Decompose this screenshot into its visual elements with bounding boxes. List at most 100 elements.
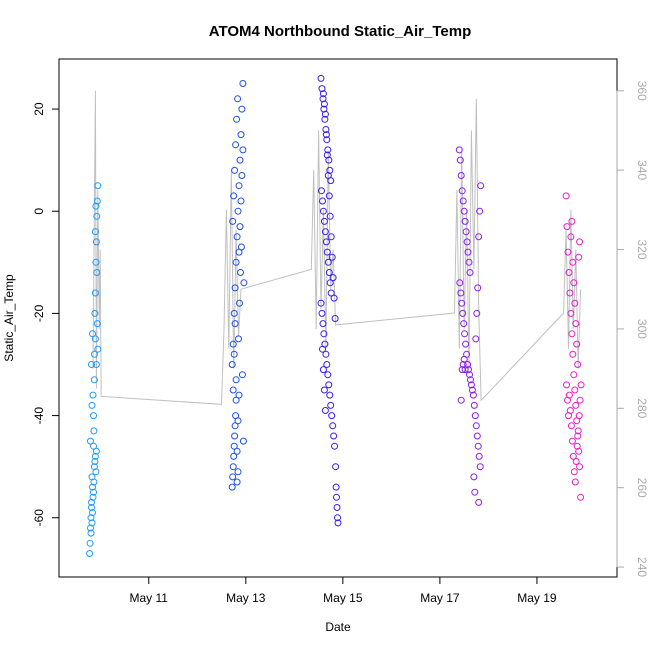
- data-point: [325, 381, 333, 389]
- data-point: [94, 345, 102, 353]
- data-point: [321, 110, 329, 118]
- data-point: [460, 320, 468, 328]
- data-point: [318, 187, 325, 195]
- data-point: [239, 146, 247, 154]
- data-point: [236, 223, 244, 231]
- data-point: [90, 463, 98, 471]
- data-point: [93, 269, 101, 276]
- data-point: [90, 350, 98, 358]
- data-point: [326, 279, 334, 287]
- data-point: [572, 320, 580, 328]
- data-point: [329, 274, 337, 282]
- data-point: [317, 74, 325, 82]
- data-point: [570, 468, 578, 476]
- data-point: [324, 371, 332, 379]
- data-point: [90, 376, 98, 384]
- data-point: [235, 391, 243, 399]
- data-point: [325, 192, 333, 200]
- data-point: [89, 391, 97, 399]
- data-point: [325, 269, 333, 276]
- data-point: [570, 371, 578, 379]
- data-point: [455, 146, 463, 154]
- data-point: [565, 269, 573, 276]
- data-point: [92, 468, 100, 476]
- data-point: [229, 340, 237, 348]
- data-point: [462, 228, 470, 236]
- data-point: [324, 258, 332, 266]
- data-point: [234, 95, 242, 103]
- data-point: [93, 320, 101, 328]
- x-tick-label: May 13: [226, 591, 266, 605]
- data-point: [319, 366, 327, 374]
- data-point: [471, 412, 479, 420]
- x-tick-label: May 19: [517, 591, 557, 605]
- data-point: [231, 422, 239, 430]
- data-point: [322, 126, 330, 133]
- data-point: [89, 493, 97, 501]
- data-point: [573, 340, 581, 348]
- data-point: [94, 182, 102, 190]
- data-point: [318, 309, 326, 317]
- data-point: [86, 550, 94, 557]
- data-point: [466, 269, 474, 276]
- data-point: [86, 539, 94, 547]
- data-point: [472, 422, 480, 430]
- data-point: [467, 376, 474, 384]
- data-point: [322, 350, 330, 358]
- data-point: [233, 478, 241, 486]
- data-point: [326, 212, 334, 220]
- data-point: [230, 350, 238, 358]
- data-point: [566, 407, 574, 414]
- y-tick-label: -60: [32, 509, 46, 527]
- data-point: [319, 197, 326, 205]
- data-point: [237, 131, 245, 139]
- data-point: [462, 340, 470, 348]
- data-point: [459, 197, 467, 205]
- data-point: [87, 529, 95, 537]
- data-point: [459, 309, 467, 317]
- data-point: [236, 299, 243, 307]
- data-point: [569, 452, 577, 460]
- data-point: [333, 504, 341, 511]
- data-point: [239, 80, 247, 87]
- data-point: [574, 361, 582, 368]
- y-tick-label: -20: [32, 304, 46, 322]
- data-point: [228, 361, 236, 368]
- data-point: [469, 391, 477, 399]
- data-point: [577, 493, 585, 501]
- data-point: [230, 442, 238, 450]
- data-point: [91, 452, 99, 460]
- data-point: [319, 345, 326, 353]
- data-point: [236, 156, 244, 164]
- data-point: [318, 85, 326, 93]
- data-point: [572, 401, 580, 409]
- data-point: [567, 233, 575, 241]
- data-point: [323, 151, 331, 159]
- data-point: [568, 437, 576, 445]
- data-point: [90, 427, 98, 435]
- data-point: [461, 330, 469, 338]
- data-point: [325, 156, 333, 164]
- series-4: [455, 146, 485, 506]
- x-tick-label: May 15: [323, 591, 363, 605]
- secondary-trace-line: [92, 90, 582, 405]
- data-point: [575, 412, 583, 420]
- data-point: [458, 187, 466, 195]
- data-point: [567, 309, 575, 317]
- data-point: [465, 258, 473, 266]
- data-point: [232, 141, 240, 149]
- y2-axis: 240 260 280 300 320 340 360: [616, 81, 649, 577]
- series-3: [317, 74, 342, 527]
- data-point: [91, 458, 99, 465]
- data-point: [571, 299, 579, 307]
- data-point: [90, 412, 97, 420]
- chart-title: ATOM4 Northbound Static_Air_Temp: [209, 23, 472, 40]
- data-point: [577, 381, 585, 389]
- data-point: [229, 463, 237, 471]
- data-point: [472, 335, 480, 343]
- data-point: [327, 233, 335, 241]
- data-point: [470, 401, 478, 409]
- data-point: [474, 284, 482, 292]
- y2-tick-label: 240: [635, 557, 649, 577]
